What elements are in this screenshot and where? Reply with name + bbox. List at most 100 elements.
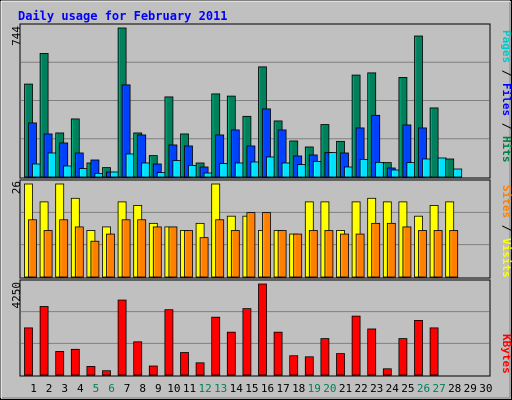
bar-sites-day-7 (121, 219, 131, 278)
legend-part: Hits (500, 136, 512, 163)
legend-hits-files-pages: Pages / Files / Hits (500, 30, 512, 163)
bar-sites-day-2 (43, 230, 53, 278)
x-label-day-15: 15 (245, 382, 258, 395)
x-label-day-25: 25 (401, 382, 414, 395)
bar-hits-day-27 (429, 107, 439, 178)
bar-kbytes-day-27 (429, 327, 439, 376)
x-label-day-19: 19 (308, 382, 321, 395)
bar-sites-day-3 (59, 219, 69, 278)
bar-kbytes-day-7 (117, 299, 127, 376)
x-label-day-14: 14 (230, 382, 244, 395)
x-label-day-18: 18 (292, 382, 305, 395)
chart-title: Daily usage for February 2011 (18, 9, 228, 23)
x-label-day-13: 13 (214, 382, 227, 395)
bar-sites-day-25 (402, 226, 412, 278)
legend-visits-sites: Sites / Visits (500, 185, 512, 278)
x-label-day-9: 9 (155, 382, 162, 395)
bar-sites-day-4 (74, 226, 84, 278)
bar-kbytes-day-22 (351, 315, 361, 376)
bar-sites-day-17 (277, 230, 287, 278)
x-label-day-12: 12 (198, 382, 211, 395)
bar-sites-day-22 (355, 233, 365, 278)
bar-kbytes-day-13 (211, 316, 221, 376)
bar-kbytes-day-2 (39, 306, 49, 376)
bar-sites-day-26 (418, 230, 427, 278)
x-label-day-29: 29 (464, 382, 477, 395)
bar-sites-day-10 (168, 226, 178, 278)
bar-sites-day-14 (230, 230, 240, 278)
bar-sites-day-8 (137, 219, 147, 278)
bar-hits-day-28 (445, 158, 455, 178)
bar-sites-day-13 (215, 219, 225, 278)
bar-sites-day-6 (106, 233, 115, 278)
x-label-day-2: 2 (46, 382, 53, 395)
bar-kbytes-day-8 (133, 341, 143, 376)
x-label-day-27: 27 (432, 382, 445, 395)
bar-sites-day-28 (449, 230, 459, 278)
bar-kbytes-day-19 (304, 356, 314, 376)
bar-kbytes-day-21 (336, 353, 345, 376)
bar-sites-day-12 (199, 237, 209, 278)
bar-kbytes-day-6 (102, 370, 111, 376)
bar-sites-day-23 (371, 222, 381, 278)
legend-part: KBytes (500, 334, 512, 374)
x-label-day-24: 24 (386, 382, 400, 395)
bar-kbytes-day-10 (164, 309, 174, 376)
bar-kbytes-day-25 (398, 338, 408, 376)
legend-part: / (500, 218, 512, 238)
legend-part: Files (500, 83, 512, 116)
bar-sites-day-19 (308, 230, 318, 278)
legend-part: Sites (500, 185, 512, 218)
bar-kbytes-day-4 (70, 348, 80, 376)
bar-sites-day-1 (28, 219, 37, 278)
bar-sites-day-21 (340, 233, 349, 278)
bar-sites-day-18 (293, 233, 303, 278)
legend-part: / (500, 63, 512, 83)
bar-kbytes-day-14 (226, 331, 236, 376)
x-label-day-3: 3 (61, 382, 68, 395)
bar-kbytes-day-20 (320, 338, 330, 376)
bar-kbytes-day-23 (367, 328, 377, 376)
x-label-day-10: 10 (167, 382, 180, 395)
bar-sites-day-5 (90, 240, 100, 278)
x-label-day-6: 6 (108, 382, 115, 395)
bar-kbytes-day-5 (86, 366, 96, 376)
bar-sites-day-11 (184, 230, 193, 278)
bar-sites-day-20 (324, 230, 334, 278)
panel-kbytes (19, 279, 491, 377)
bar-kbytes-day-9 (148, 365, 158, 376)
bar-sites-day-27 (433, 230, 443, 278)
bar-kbytes-day-24 (382, 368, 392, 376)
x-label-day-1: 1 (30, 382, 37, 395)
bar-kbytes-day-17 (273, 331, 283, 376)
bar-kbytes-day-15 (242, 308, 252, 376)
y-max-label-hits: 744 (10, 26, 23, 46)
x-label-day-26: 26 (417, 382, 430, 395)
x-label-day-5: 5 (93, 382, 100, 395)
bar-kbytes-day-18 (289, 355, 299, 376)
x-label-day-8: 8 (139, 382, 146, 395)
x-axis-labels: 1 2 3 4 5 6 7 8 9 10 11 12 13 14 15 16 17 18 19 20 21 22 23 24 2… (30, 382, 492, 395)
bar-kbytes-day-3 (55, 351, 65, 376)
legend-part: / (500, 116, 512, 136)
legend-part: Pages (500, 30, 512, 63)
bar-sites-day-16 (262, 212, 271, 278)
x-label-day-30: 30 (479, 382, 492, 395)
x-label-day-17: 17 (276, 382, 289, 395)
x-label-day-7: 7 (124, 382, 131, 395)
x-label-day-20: 20 (323, 382, 336, 395)
bar-kbytes-day-26 (414, 319, 423, 376)
bar-sites-day-24 (386, 222, 396, 278)
x-label-day-11: 11 (183, 382, 196, 395)
bar-kbytes-day-16 (258, 283, 267, 376)
y-max-label-kbytes: 4250 (10, 282, 23, 309)
x-label-day-4: 4 (77, 382, 84, 395)
bar-sites-day-9 (152, 226, 162, 278)
bar-sites-day-15 (246, 212, 256, 278)
bar-kbytes-day-11 (180, 352, 189, 376)
x-label-day-28: 28 (448, 382, 461, 395)
y-max-label-visits: 26 (10, 181, 23, 194)
bar-kbytes-day-12 (195, 362, 205, 376)
bars (24, 27, 463, 376)
